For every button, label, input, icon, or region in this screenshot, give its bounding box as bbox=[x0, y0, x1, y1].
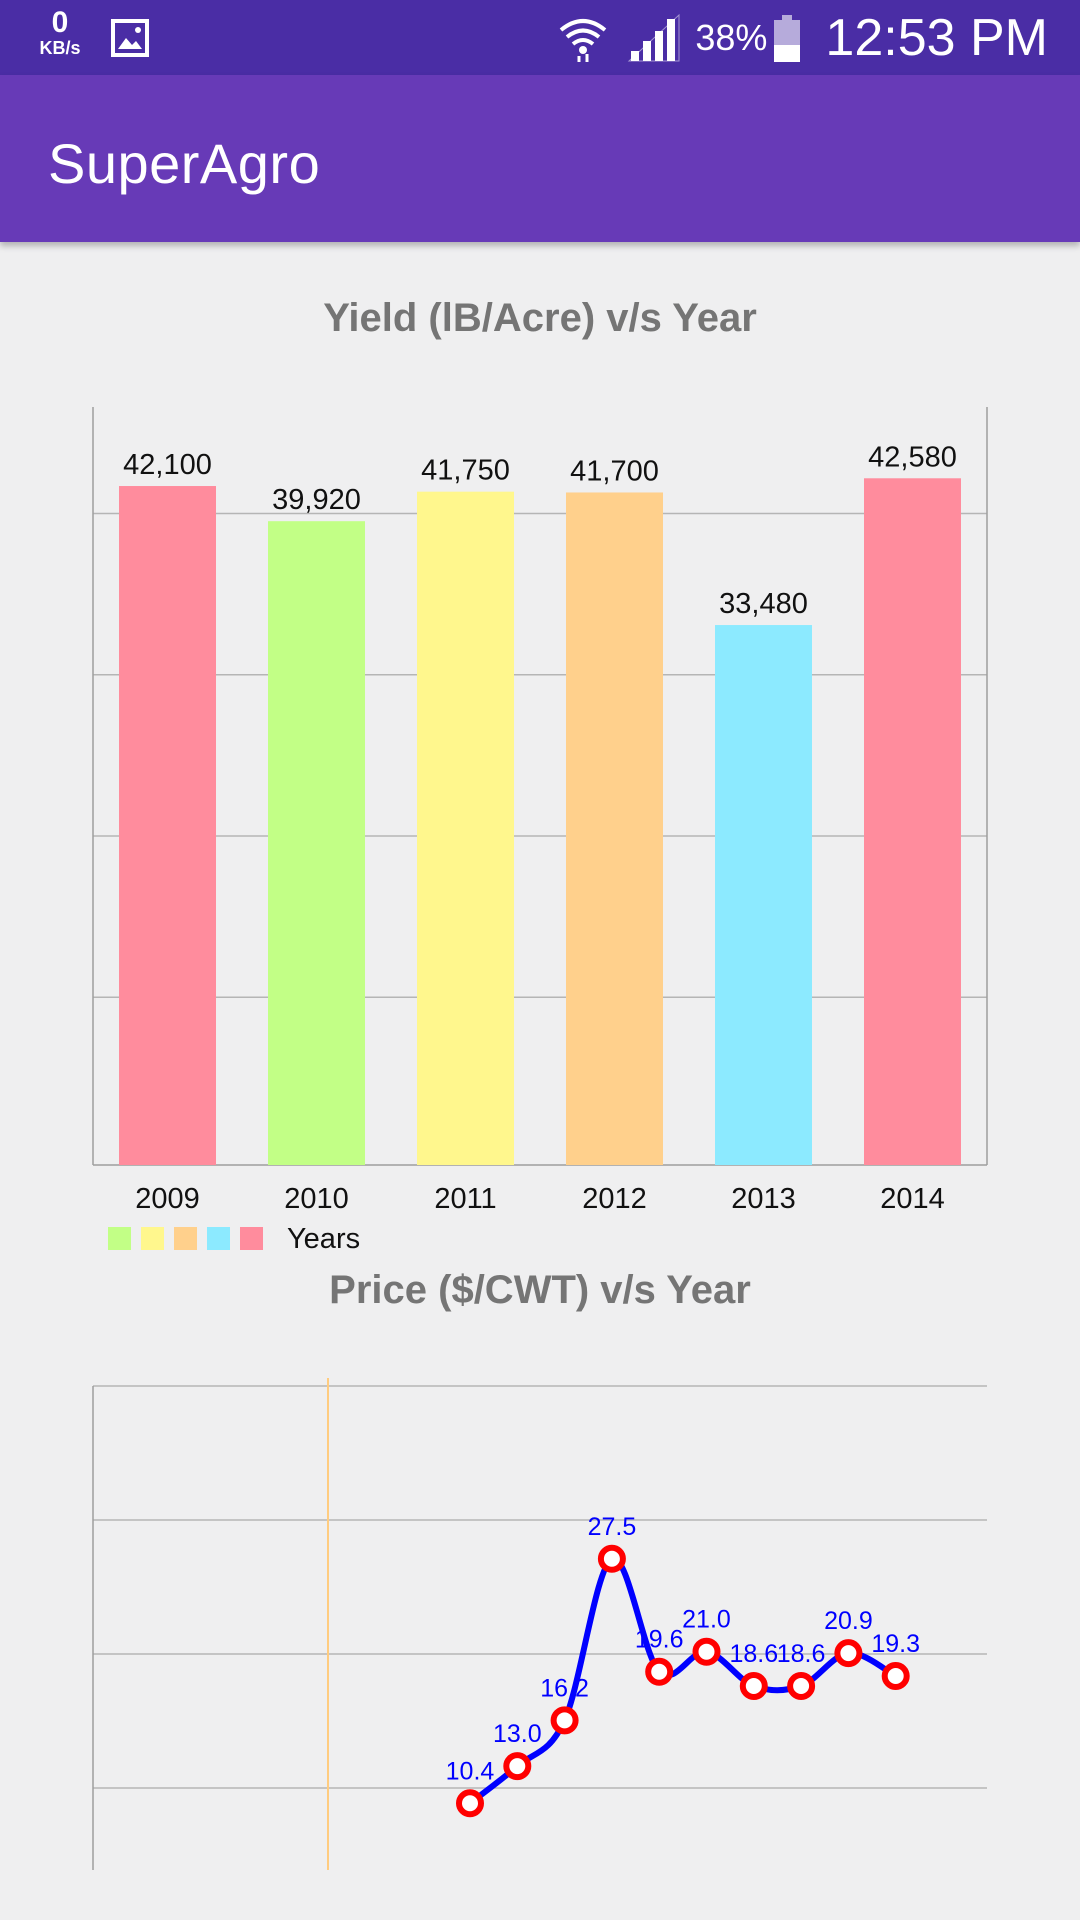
bar-2014 bbox=[864, 478, 961, 1165]
price-point bbox=[787, 1672, 816, 1701]
price-value-label: 19.3 bbox=[871, 1630, 920, 1658]
x-tick-label: 2014 bbox=[880, 1183, 945, 1215]
x-tick-label: 2012 bbox=[582, 1183, 647, 1215]
battery-percent: 38% bbox=[695, 16, 768, 58]
price-value-label: 13.0 bbox=[493, 1720, 542, 1748]
price-point bbox=[881, 1662, 910, 1691]
bar-value-label: 41,750 bbox=[421, 455, 510, 487]
price-series: 10.4 13.0 16.2 27.5 19.621.0 18.618.6 20.919.3 bbox=[446, 1513, 920, 1818]
price-value-label: 10.4 bbox=[446, 1757, 495, 1785]
price-value-label: 20.9 bbox=[824, 1607, 873, 1635]
x-tick-label: 2013 bbox=[731, 1183, 796, 1215]
price-point bbox=[503, 1752, 532, 1781]
price-point bbox=[692, 1637, 721, 1666]
price-value-label: 19.6 bbox=[635, 1626, 684, 1654]
price-line bbox=[468, 1555, 898, 1806]
price-chart-title: Price ($/CWT) v/s Year bbox=[329, 1268, 751, 1312]
clock: 12:53 PM bbox=[825, 8, 1048, 67]
price-point bbox=[645, 1657, 674, 1686]
price-value-label: 27.5 bbox=[588, 1513, 637, 1541]
bar-2012 bbox=[566, 492, 663, 1166]
bottom-strip bbox=[0, 1870, 1080, 1920]
x-tick-label: 2009 bbox=[135, 1183, 200, 1215]
signal-icon bbox=[628, 13, 680, 61]
legend-swatch bbox=[240, 1227, 263, 1250]
price-value-label: 18.6 bbox=[777, 1640, 826, 1668]
network-speed: 0 KB/s bbox=[30, 6, 90, 58]
legend-swatch bbox=[108, 1227, 131, 1250]
bar-value-label: 41,700 bbox=[570, 455, 659, 487]
price-point bbox=[550, 1706, 579, 1735]
bar-2010 bbox=[268, 521, 365, 1165]
legend-swatch bbox=[207, 1227, 230, 1250]
bar-value-label: 33,480 bbox=[719, 588, 808, 620]
bar-2013 bbox=[715, 625, 812, 1165]
price-point bbox=[597, 1544, 626, 1573]
legend-label: Years bbox=[287, 1223, 360, 1255]
bar-2009 bbox=[119, 486, 216, 1166]
network-speed-unit: KB/s bbox=[39, 38, 81, 58]
app-bar: SuperAgro bbox=[0, 75, 1080, 242]
x-tick-label: 2011 bbox=[434, 1183, 496, 1215]
price-point bbox=[456, 1789, 484, 1818]
network-speed-value: 0 bbox=[51, 6, 69, 39]
price-value-label: 16.2 bbox=[540, 1674, 589, 1702]
legend-swatch bbox=[174, 1227, 197, 1250]
price-chart: 10.4 13.0 16.2 27.5 19.621.0 18.618.6 20.919.3 bbox=[92, 1378, 987, 1870]
bar-value-label: 42,580 bbox=[868, 441, 957, 473]
price-value-label: 21.0 bbox=[682, 1606, 731, 1634]
x-tick-label: 2010 bbox=[284, 1183, 349, 1215]
price-point bbox=[739, 1672, 768, 1701]
gallery-icon bbox=[111, 19, 149, 57]
yield-chart: 42,100 2009 39,920 2010 41,750 2011 41,700 2012… bbox=[92, 407, 988, 1255]
price-point bbox=[834, 1639, 863, 1668]
bar-value-label: 39,920 bbox=[272, 484, 361, 516]
yield-chart-title: Yield (lB/Acre) v/s Year bbox=[323, 296, 757, 340]
bar-2011 bbox=[417, 491, 514, 1165]
bar-value-label: 42,100 bbox=[123, 449, 212, 481]
battery-icon bbox=[774, 14, 801, 62]
legend-swatch bbox=[141, 1227, 164, 1250]
status-bar: 0 KB/s 38% 12:53 PM bbox=[0, 0, 1080, 75]
price-value-label: 18.6 bbox=[729, 1640, 778, 1668]
app-title: SuperAgro bbox=[48, 132, 321, 195]
wifi-icon bbox=[560, 18, 607, 62]
